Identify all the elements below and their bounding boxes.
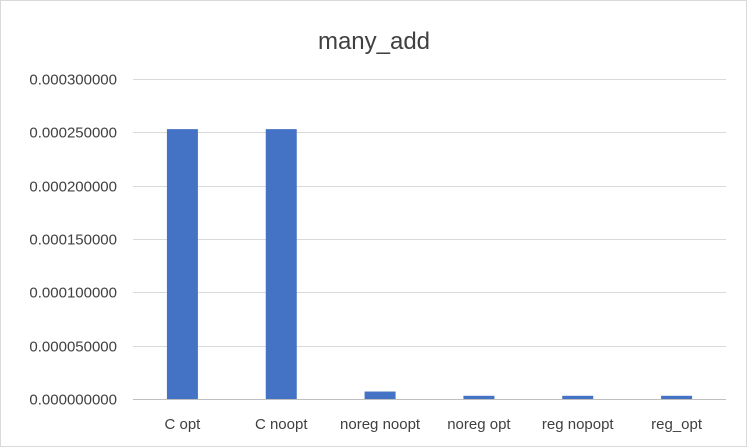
bars — [166, 129, 693, 399]
bar — [562, 395, 594, 399]
bar — [463, 395, 495, 399]
x-tick-label: C opt — [164, 416, 201, 433]
y-tick-label: 0.000150000 — [29, 232, 117, 249]
x-tick-label: C noopt — [255, 416, 308, 433]
x-tick-label: reg nopopt — [542, 416, 615, 433]
bar — [661, 395, 693, 399]
y-tick-label: 0.000050000 — [29, 339, 117, 356]
chart-title: many_add — [318, 28, 430, 55]
y-tick-label: 0.000200000 — [29, 179, 117, 196]
x-tick-label: noreg opt — [447, 416, 511, 433]
x-axis-tick-labels: C opt C noopt noreg noopt noreg opt reg nopo… — [164, 416, 702, 433]
y-tick-label: 0.000250000 — [29, 125, 117, 142]
bar — [166, 129, 198, 399]
bar — [364, 391, 396, 399]
y-tick-label: 0.000000000 — [29, 392, 117, 409]
y-axis-tick-labels: 0.000000000 0.000050000 0.000100000 0.00015… — [29, 72, 117, 409]
gridlines — [133, 79, 726, 400]
y-tick-label: 0.000300000 — [29, 72, 117, 89]
x-tick-label: reg_opt — [651, 416, 703, 433]
y-tick-label: 0.000100000 — [29, 285, 117, 302]
x-tick-label: noreg noopt — [340, 416, 421, 433]
bar — [265, 129, 297, 399]
